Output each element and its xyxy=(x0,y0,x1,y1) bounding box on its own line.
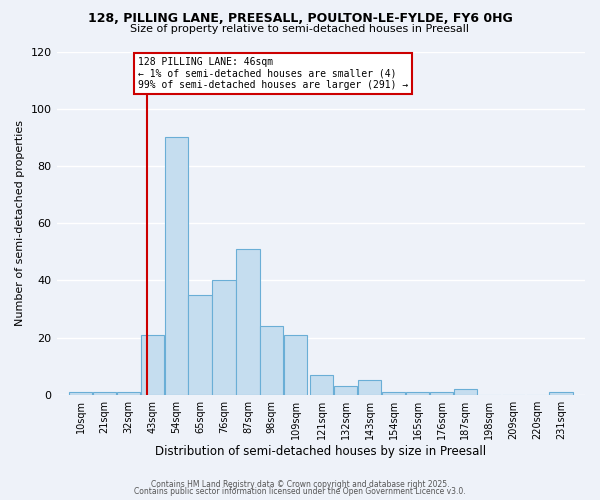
Bar xyxy=(382,392,405,394)
Bar xyxy=(358,380,382,394)
Bar xyxy=(430,392,453,394)
X-axis label: Distribution of semi-detached houses by size in Preesall: Distribution of semi-detached houses by … xyxy=(155,444,487,458)
Bar xyxy=(334,386,358,394)
Bar xyxy=(116,392,140,394)
Bar xyxy=(284,334,307,394)
Bar xyxy=(454,389,477,394)
Bar xyxy=(140,334,164,394)
Bar xyxy=(93,392,116,394)
Bar xyxy=(69,392,92,394)
Bar xyxy=(188,294,212,394)
Text: 128 PILLING LANE: 46sqm
← 1% of semi-detached houses are smaller (4)
99% of semi: 128 PILLING LANE: 46sqm ← 1% of semi-det… xyxy=(138,57,409,90)
Bar xyxy=(164,138,188,394)
Bar xyxy=(236,249,260,394)
Text: Contains public sector information licensed under the Open Government Licence v3: Contains public sector information licen… xyxy=(134,488,466,496)
Bar xyxy=(260,326,283,394)
Text: Size of property relative to semi-detached houses in Preesall: Size of property relative to semi-detach… xyxy=(131,24,470,34)
Bar xyxy=(550,392,573,394)
Text: Contains HM Land Registry data © Crown copyright and database right 2025.: Contains HM Land Registry data © Crown c… xyxy=(151,480,449,489)
Bar xyxy=(406,392,429,394)
Y-axis label: Number of semi-detached properties: Number of semi-detached properties xyxy=(15,120,25,326)
Bar xyxy=(212,280,236,394)
Bar xyxy=(310,374,334,394)
Text: 128, PILLING LANE, PREESALL, POULTON-LE-FYLDE, FY6 0HG: 128, PILLING LANE, PREESALL, POULTON-LE-… xyxy=(88,12,512,26)
